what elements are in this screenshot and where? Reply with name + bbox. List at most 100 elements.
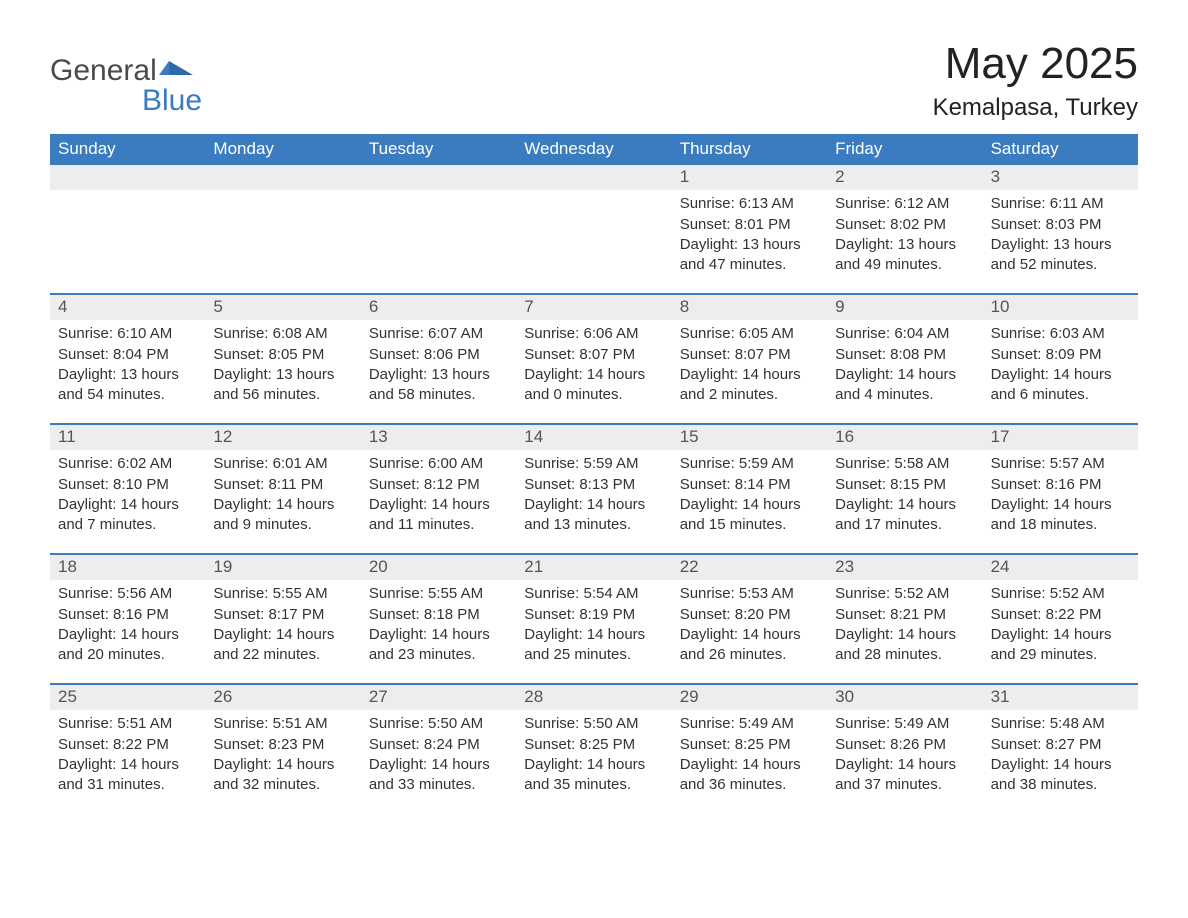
day-number [205, 165, 360, 190]
sunrise-line: Sunrise: 5:59 AM [524, 454, 663, 474]
sunrise-line: Sunrise: 5:55 AM [213, 584, 352, 604]
day-number: 25 [50, 685, 205, 710]
day-number: 12 [205, 425, 360, 450]
sunset-line: Sunset: 8:16 PM [991, 475, 1130, 495]
calendar-grid: SundayMondayTuesdayWednesdayThursdayFrid… [50, 134, 1138, 813]
weekday-header: Saturday [983, 134, 1138, 165]
sunset-line: Sunset: 8:04 PM [58, 345, 197, 365]
day-number: 5 [205, 295, 360, 320]
sunset-line: Sunset: 8:02 PM [835, 215, 974, 235]
sunset-line: Sunset: 8:26 PM [835, 735, 974, 755]
day-cell: Sunrise: 6:05 AMSunset: 8:07 PMDaylight:… [672, 320, 827, 423]
daylight-line: Daylight: 14 hours and 9 minutes. [213, 495, 352, 536]
sunrise-line: Sunrise: 6:08 AM [213, 324, 352, 344]
brand-word1: General [50, 54, 157, 87]
day-cell: Sunrise: 6:01 AMSunset: 8:11 PMDaylight:… [205, 450, 360, 553]
day-number: 23 [827, 555, 982, 580]
day-cell: Sunrise: 5:50 AMSunset: 8:24 PMDaylight:… [361, 710, 516, 813]
daylight-line: Daylight: 13 hours and 47 minutes. [680, 235, 819, 276]
sunset-line: Sunset: 8:03 PM [991, 215, 1130, 235]
day-number: 3 [983, 165, 1138, 190]
daylight-line: Daylight: 14 hours and 26 minutes. [680, 625, 819, 666]
sunset-line: Sunset: 8:11 PM [213, 475, 352, 495]
sunrise-line: Sunrise: 6:12 AM [835, 194, 974, 214]
sunset-line: Sunset: 8:22 PM [991, 605, 1130, 625]
calendar-week: 11121314151617Sunrise: 6:02 AMSunset: 8:… [50, 423, 1138, 553]
sunrise-line: Sunrise: 5:59 AM [680, 454, 819, 474]
day-cell: Sunrise: 5:56 AMSunset: 8:16 PMDaylight:… [50, 580, 205, 683]
day-cell: Sunrise: 6:07 AMSunset: 8:06 PMDaylight:… [361, 320, 516, 423]
sunset-line: Sunset: 8:15 PM [835, 475, 974, 495]
day-cell: Sunrise: 5:55 AMSunset: 8:18 PMDaylight:… [361, 580, 516, 683]
day-number: 2 [827, 165, 982, 190]
sunrise-line: Sunrise: 5:56 AM [58, 584, 197, 604]
day-cell-empty [205, 190, 360, 293]
daylight-line: Daylight: 14 hours and 23 minutes. [369, 625, 508, 666]
sunrise-line: Sunrise: 5:54 AM [524, 584, 663, 604]
daylight-line: Daylight: 14 hours and 0 minutes. [524, 365, 663, 406]
weekday-header: Wednesday [516, 134, 671, 165]
day-cell: Sunrise: 5:51 AMSunset: 8:22 PMDaylight:… [50, 710, 205, 813]
sunrise-line: Sunrise: 5:57 AM [991, 454, 1130, 474]
sunrise-line: Sunrise: 6:03 AM [991, 324, 1130, 344]
day-number: 15 [672, 425, 827, 450]
daylight-line: Daylight: 14 hours and 7 minutes. [58, 495, 197, 536]
daylight-line: Daylight: 13 hours and 49 minutes. [835, 235, 974, 276]
flag-icon [159, 61, 193, 81]
day-cell: Sunrise: 5:55 AMSunset: 8:17 PMDaylight:… [205, 580, 360, 683]
day-number-strip: 123 [50, 165, 1138, 190]
sunrise-line: Sunrise: 5:51 AM [58, 714, 197, 734]
daylight-line: Daylight: 14 hours and 20 minutes. [58, 625, 197, 666]
sunrise-line: Sunrise: 5:49 AM [680, 714, 819, 734]
day-cell: Sunrise: 6:00 AMSunset: 8:12 PMDaylight:… [361, 450, 516, 553]
day-number-strip: 45678910 [50, 295, 1138, 320]
sunset-line: Sunset: 8:24 PM [369, 735, 508, 755]
day-number [516, 165, 671, 190]
sunrise-line: Sunrise: 6:06 AM [524, 324, 663, 344]
day-cell: Sunrise: 6:03 AMSunset: 8:09 PMDaylight:… [983, 320, 1138, 423]
day-cell: Sunrise: 5:58 AMSunset: 8:15 PMDaylight:… [827, 450, 982, 553]
day-number [361, 165, 516, 190]
sunset-line: Sunset: 8:01 PM [680, 215, 819, 235]
day-number: 14 [516, 425, 671, 450]
daylight-line: Daylight: 14 hours and 31 minutes. [58, 755, 197, 796]
daylight-line: Daylight: 14 hours and 15 minutes. [680, 495, 819, 536]
weekday-header: Thursday [672, 134, 827, 165]
sunrise-line: Sunrise: 5:55 AM [369, 584, 508, 604]
sunrise-line: Sunrise: 6:05 AM [680, 324, 819, 344]
sunrise-line: Sunrise: 6:02 AM [58, 454, 197, 474]
sunset-line: Sunset: 8:25 PM [524, 735, 663, 755]
day-cell: Sunrise: 5:51 AMSunset: 8:23 PMDaylight:… [205, 710, 360, 813]
location-subtitle: Kemalpasa, Turkey [933, 94, 1138, 122]
weekday-header: Friday [827, 134, 982, 165]
weekday-header: Tuesday [361, 134, 516, 165]
sunset-line: Sunset: 8:08 PM [835, 345, 974, 365]
day-cell: Sunrise: 6:13 AMSunset: 8:01 PMDaylight:… [672, 190, 827, 293]
header: General Blue May 2025 Kemalpasa, Turkey [50, 40, 1138, 122]
day-number: 28 [516, 685, 671, 710]
daylight-line: Daylight: 14 hours and 36 minutes. [680, 755, 819, 796]
day-number: 30 [827, 685, 982, 710]
day-cell-empty [516, 190, 671, 293]
day-cell: Sunrise: 6:02 AMSunset: 8:10 PMDaylight:… [50, 450, 205, 553]
sunrise-line: Sunrise: 6:04 AM [835, 324, 974, 344]
month-title: May 2025 [933, 40, 1138, 88]
day-number: 9 [827, 295, 982, 320]
daylight-line: Daylight: 14 hours and 32 minutes. [213, 755, 352, 796]
day-cell: Sunrise: 5:57 AMSunset: 8:16 PMDaylight:… [983, 450, 1138, 553]
daylight-line: Daylight: 14 hours and 28 minutes. [835, 625, 974, 666]
daylight-line: Daylight: 13 hours and 54 minutes. [58, 365, 197, 406]
daylight-line: Daylight: 14 hours and 37 minutes. [835, 755, 974, 796]
calendar-page: General Blue May 2025 Kemalpasa, Turkey … [0, 0, 1188, 853]
sunset-line: Sunset: 8:13 PM [524, 475, 663, 495]
day-cell: Sunrise: 5:59 AMSunset: 8:14 PMDaylight:… [672, 450, 827, 553]
sunset-line: Sunset: 8:12 PM [369, 475, 508, 495]
sunrise-line: Sunrise: 5:53 AM [680, 584, 819, 604]
day-number: 4 [50, 295, 205, 320]
sunrise-line: Sunrise: 6:00 AM [369, 454, 508, 474]
sunset-line: Sunset: 8:27 PM [991, 735, 1130, 755]
brand-logo: General Blue [50, 40, 202, 116]
brand-text: General Blue [50, 56, 202, 116]
sunset-line: Sunset: 8:09 PM [991, 345, 1130, 365]
title-block: May 2025 Kemalpasa, Turkey [933, 40, 1138, 122]
